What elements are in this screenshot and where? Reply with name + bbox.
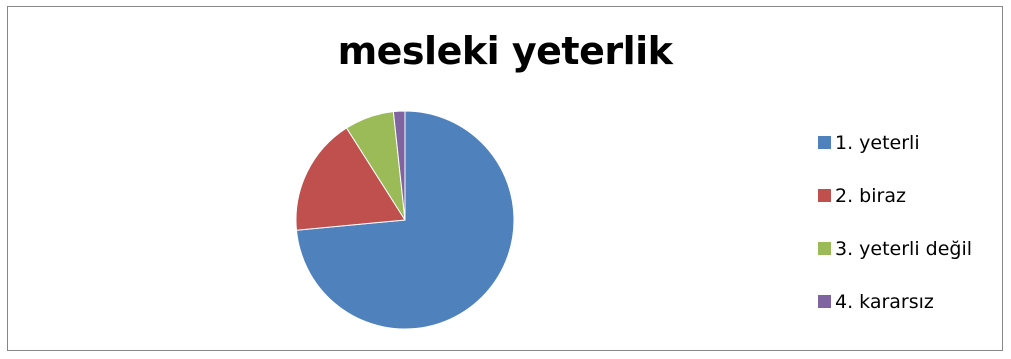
legend-label-2: 2. biraz: [835, 185, 906, 207]
legend-swatch-2: [818, 189, 831, 202]
legend-label-4: 4. kararsız: [835, 291, 934, 313]
chart-title: mesleki yeterlik: [337, 29, 673, 73]
pie-slice-4: [392, 110, 406, 221]
legend-label-1: 1. yeterli: [835, 132, 920, 154]
legend-swatch-1: [818, 136, 831, 149]
chart-area: mesleki yeterlik 1. yeterli 2. biraz 3. ye…: [7, 6, 1003, 351]
pie-chart: [295, 110, 515, 330]
legend-swatch-3: [818, 242, 831, 255]
pie-slice-2: [295, 127, 406, 231]
legend-label-3: 3. yeterli değil: [835, 238, 973, 260]
legend-swatch-4: [818, 295, 831, 308]
